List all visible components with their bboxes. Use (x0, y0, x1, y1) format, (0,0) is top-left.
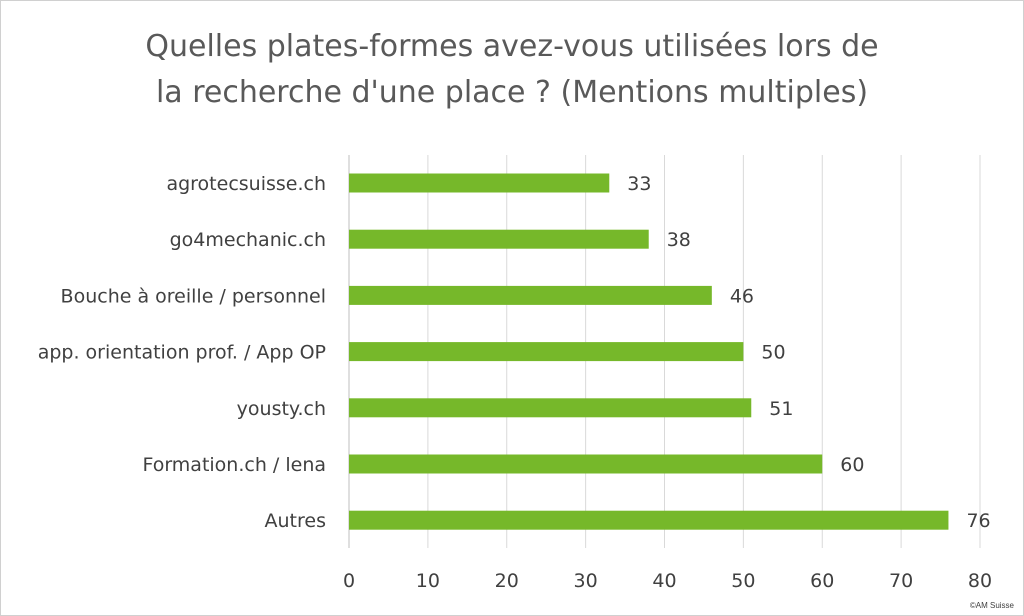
data-label: 33 (627, 173, 651, 195)
x-tick-label: 20 (495, 570, 519, 592)
chart-title: Quelles plates-formes avez-vous utilisée… (0, 24, 1024, 116)
category-label: Formation.ch / lena (142, 454, 326, 476)
x-tick-label: 40 (652, 570, 676, 592)
x-tick-label: 30 (574, 570, 598, 592)
x-tick-label: 60 (810, 570, 834, 592)
copyright-notice: ©AM Suisse (969, 601, 1014, 610)
data-label: 60 (840, 454, 864, 476)
category-label: agrotecsuisse.ch (166, 173, 326, 195)
category-label: yousty.ch (237, 398, 326, 420)
bar (349, 285, 712, 305)
chart-title-line-2: la recherche d'une place ? (Mentions mul… (155, 75, 869, 110)
x-tick-label: 0 (343, 570, 355, 592)
x-tick-label: 80 (968, 570, 992, 592)
bar (349, 510, 949, 530)
x-tick-label: 70 (889, 570, 913, 592)
data-label: 76 (966, 510, 990, 532)
category-label: go4mechanic.ch (170, 229, 326, 251)
bar (349, 454, 823, 474)
x-tick-label: 50 (731, 570, 755, 592)
data-label: 38 (667, 229, 691, 251)
category-label: Bouche à oreille / personnel (61, 285, 326, 307)
bar (349, 229, 649, 249)
data-label: 50 (761, 342, 785, 364)
x-tick-label: 10 (416, 570, 440, 592)
category-label: app. orientation prof. / App OP (38, 342, 326, 364)
bar (349, 342, 744, 362)
bar (349, 173, 610, 193)
chart-title-line-1: Quelles plates-formes avez-vous utilisée… (145, 29, 879, 64)
data-label: 51 (769, 398, 793, 420)
category-label: Autres (265, 510, 326, 532)
data-label: 46 (730, 285, 754, 307)
bar (349, 398, 752, 418)
